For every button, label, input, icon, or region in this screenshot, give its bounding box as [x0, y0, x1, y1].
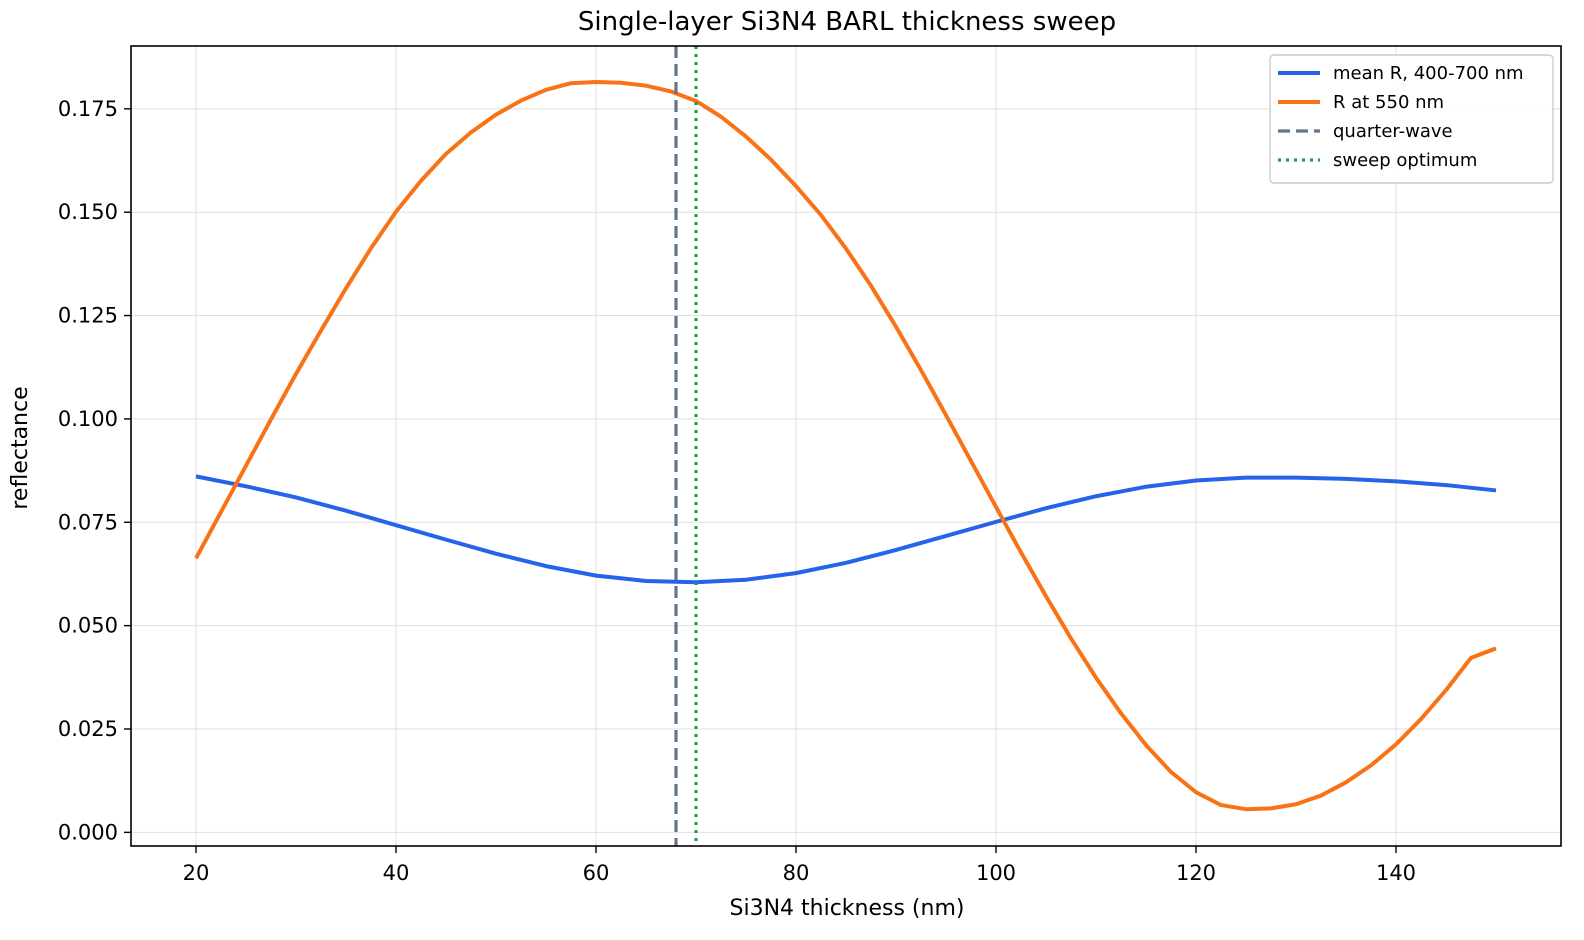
legend-label: R at 550 nm — [1333, 92, 1444, 113]
legend: mean R, 400-700 nm R at 550 nm quarter-wav… — [1269, 54, 1554, 184]
x-tick-label: 40 — [383, 861, 410, 885]
y-tick-label: 0.100 — [58, 407, 118, 431]
x-tick-label: 140 — [1376, 861, 1416, 885]
chart-title: Single-layer Si3N4 BARL thickness sweep — [578, 7, 1116, 37]
legend-label: sweep optimum — [1333, 150, 1477, 171]
grid — [131, 46, 1561, 846]
y-tick-label: 0.150 — [58, 200, 118, 224]
x-tick-label: 80 — [783, 861, 810, 885]
legend-box — [1269, 54, 1554, 184]
x-tick-label: 20 — [183, 861, 210, 885]
x-axis-label: Si3N4 thickness (nm) — [730, 896, 965, 921]
plot-frame — [130, 45, 1562, 847]
y-tick-label: 0.000 — [58, 820, 118, 844]
y-tick-label: 0.050 — [58, 614, 118, 638]
axes: 20 40 60 80 100 120 140 0.000 0.025 0.050 0.075 0.1… — [58, 45, 1562, 885]
y-tick-label: 0.125 — [58, 304, 118, 328]
y-axis-label: reflectance — [8, 386, 33, 509]
x-tick-label: 120 — [1176, 861, 1216, 885]
series-line-mean-r-400-700-nm — [195, 474, 1497, 585]
y-tick-label: 0.075 — [58, 510, 118, 534]
x-tick-label: 100 — [976, 861, 1016, 885]
y-tick-label: 0.175 — [58, 97, 118, 121]
legend-label: quarter-wave — [1333, 121, 1453, 142]
y-tick-label: 0.025 — [58, 717, 118, 741]
series-line-r-at-550-nm — [194, 79, 1497, 812]
x-tick-label: 60 — [583, 861, 610, 885]
legend-label: mean R, 400-700 nm — [1333, 63, 1524, 84]
plot-area — [194, 46, 1497, 846]
